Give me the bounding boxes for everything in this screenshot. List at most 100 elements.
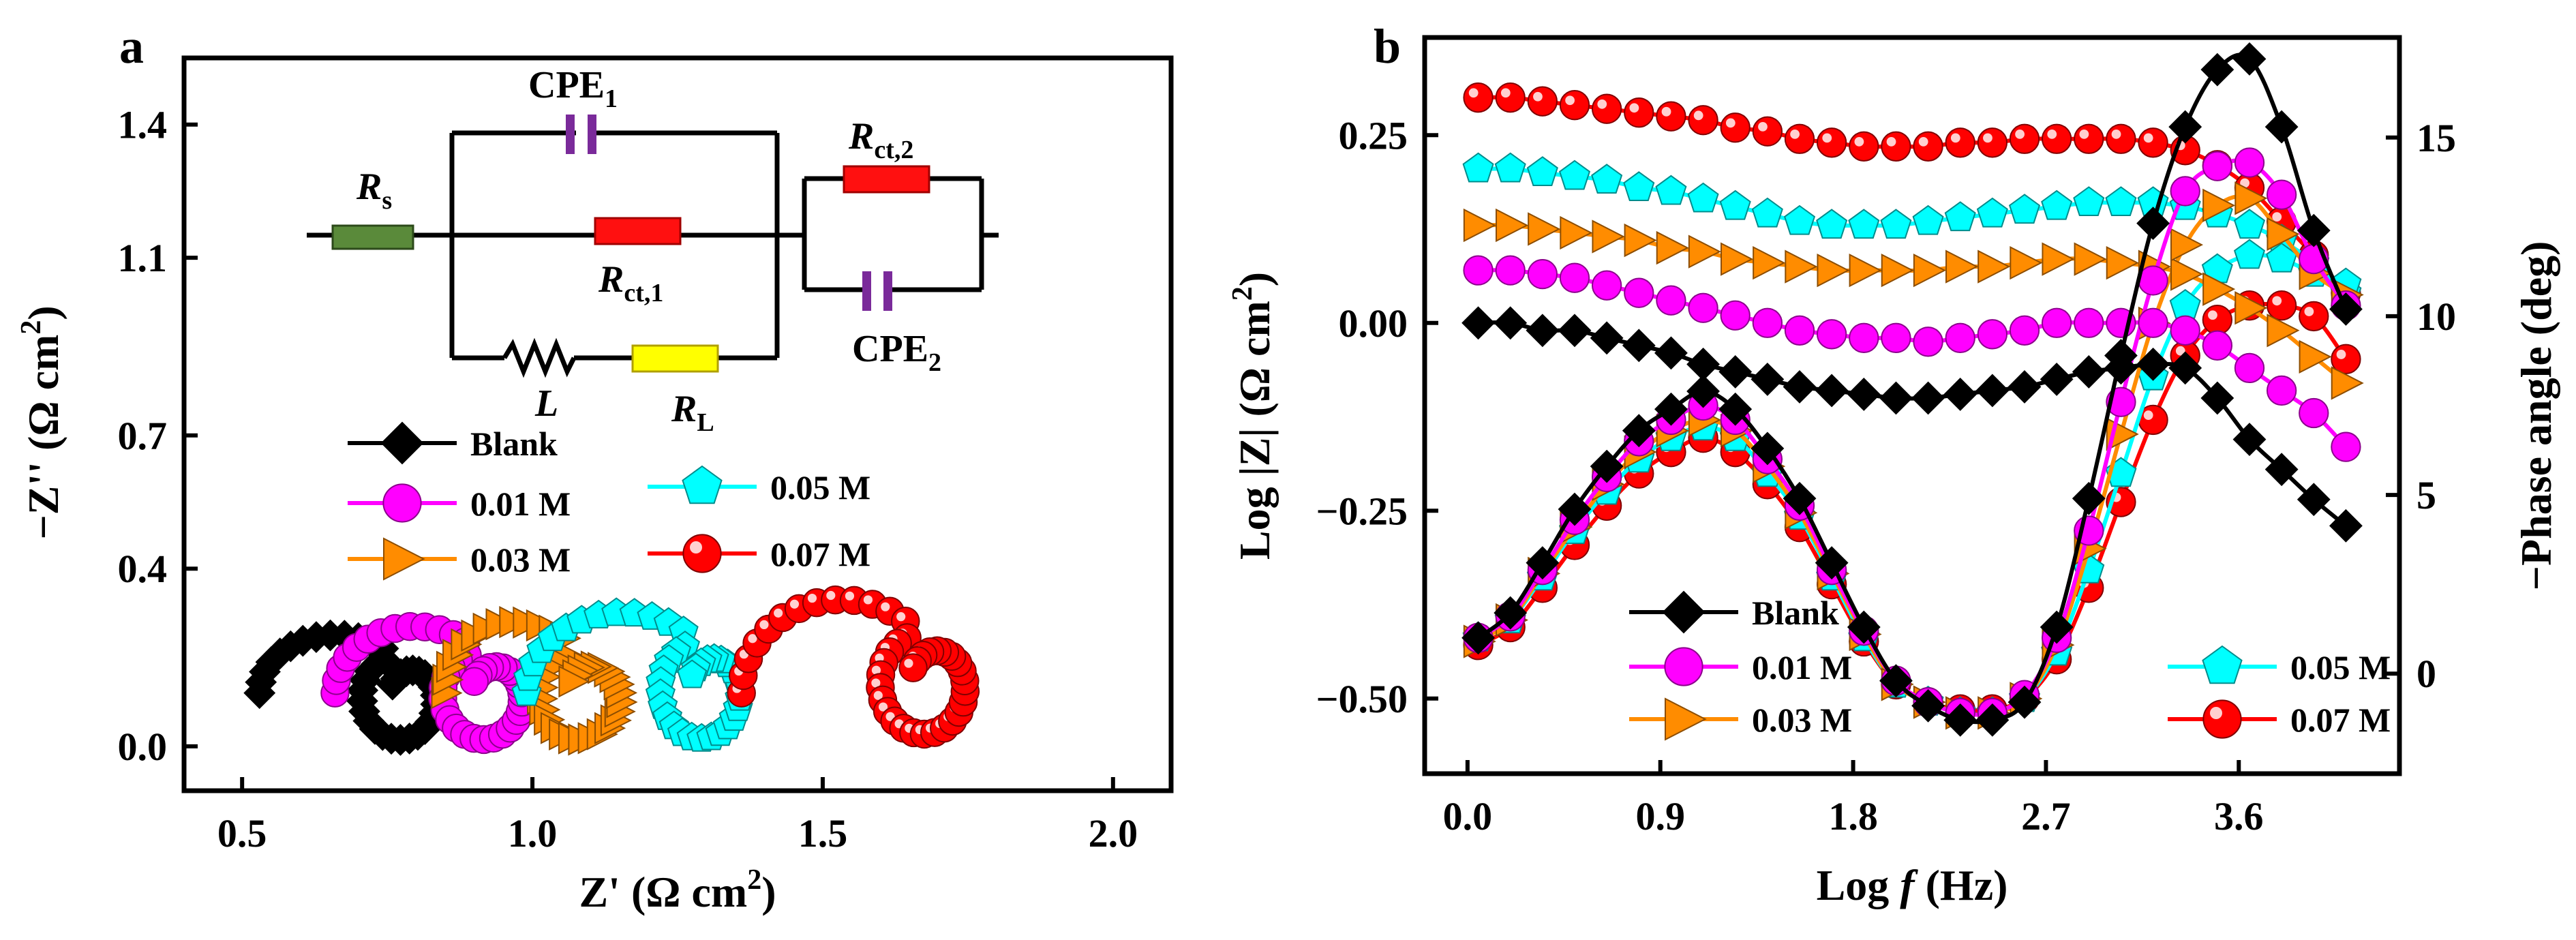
b-y-tick-label: −0.25 [1316, 489, 1408, 533]
logz-point-m003 [2234, 291, 2268, 325]
phase-point-blank [2264, 110, 2299, 144]
nyquist-point-m007-highlight [878, 702, 888, 712]
panel-a-y-ticks: 0.0 0.4 0.7 1.1 1.4 [118, 103, 198, 769]
nyquist-point-m007-highlight [873, 691, 883, 700]
phase-point-m007-highlight [2143, 410, 2153, 420]
logz-point-m001 [1559, 262, 1590, 293]
logz-point-m003 [2267, 314, 2300, 348]
rs-resistor-icon [331, 224, 414, 250]
legend-marker-m003 [383, 537, 425, 581]
logz-point-m001 [2074, 307, 2104, 338]
logz-point-m007 [1945, 127, 1975, 158]
logz-point-m007-highlight [1822, 133, 1832, 143]
legend-entry-blank: Blank [1629, 590, 1839, 634]
logz-point-m005 [1783, 204, 1816, 235]
phase-point-blank [2232, 42, 2267, 76]
b-x-tick-label: 2.7 [2021, 794, 2071, 838]
logz-point-m001 [1656, 285, 1686, 316]
b-y2-tick-label: 10 [2416, 294, 2456, 339]
logz-point-m005 [1880, 209, 1912, 239]
legend-entry-blank: Blank [348, 421, 558, 465]
panel-b-legend: Blank 0.01 M 0.03 M 0.05 M 0.07 M [1629, 590, 2391, 741]
logz-point-m007-highlight [1597, 99, 1607, 109]
phase-point-blank [1494, 596, 1528, 630]
legend-marker-m003 [1665, 697, 1707, 741]
a-y-tick-label: 0.0 [118, 725, 168, 769]
logz-point-m003 [1785, 249, 1818, 284]
logz-point-m007-highlight [1854, 136, 1864, 147]
logz-point-blank [1494, 306, 1528, 340]
nyquist-point-m007-highlight [896, 612, 906, 622]
logz-point-m003 [2331, 366, 2364, 400]
nyquist-point-m007-highlight [748, 634, 757, 643]
logz-point-m003 [2074, 242, 2107, 276]
logz-point-m001 [1495, 255, 1526, 286]
logz-point-m005 [2073, 186, 2105, 217]
logz-point-blank [2072, 354, 2106, 389]
a-x-tick-label: 1.0 [508, 811, 558, 855]
phase-point-blank [1847, 610, 1881, 644]
logz-point-blank [1461, 306, 1495, 340]
phase-point-blank [2200, 52, 2234, 87]
a-y-tick-label: 0.4 [118, 547, 168, 591]
b-y2-tick-label: 5 [2416, 473, 2436, 517]
logz-point-m005 [1719, 189, 1751, 220]
logz-point-blank [2200, 381, 2234, 415]
phase-point-m003 [2202, 188, 2236, 223]
legend-label-m007: 0.07 M [770, 535, 870, 573]
rct1-resistor-icon [594, 217, 682, 245]
logz-point-m003 [1721, 242, 1754, 276]
logz-point-m007-highlight [2272, 212, 2282, 222]
panel-a-frame [181, 55, 1174, 793]
phase-point-m007 [2266, 290, 2297, 321]
logz-point-m001 [2009, 315, 2040, 346]
phase-point-blank [1461, 621, 1495, 655]
logz-point-m003 [2170, 257, 2204, 291]
legend-marker-m001 [1664, 647, 1703, 686]
logz-point-m001 [1752, 307, 1783, 338]
logz-point-m007 [1881, 131, 1911, 162]
legend-label-m005: 0.05 M [2290, 648, 2391, 686]
rl-label: RL [671, 388, 714, 437]
logz-point-m007 [1752, 116, 1783, 147]
panel-a-nyquist: a 0.5 1.0 1.5 2.0 0.0 0.4 0.7 1.1 1.4 Z' (Ω cm2… [16, 19, 1174, 916]
legend-label-m003: 0.03 M [470, 541, 571, 579]
logz-point-blank [1815, 374, 1849, 408]
a-x-tick-label: 2.0 [1089, 811, 1138, 855]
logz-point-m007-highlight [1918, 136, 1928, 147]
logz-point-m007-highlight [1950, 133, 1960, 143]
rs-label: Rs [356, 166, 392, 215]
logz-point-m005 [1655, 175, 1687, 205]
logz-point-m007-highlight [2240, 178, 2250, 188]
logz-point-blank [1751, 363, 1785, 396]
phase-point-blank [1911, 688, 1945, 723]
panel-b-y-ticks: −0.50 −0.25 0.00 0.25 [1316, 113, 1438, 721]
b-y-tick-label: 0.25 [1339, 113, 1408, 157]
logz-point-blank [2040, 363, 2074, 396]
phase-point-blank [1622, 414, 1656, 448]
logz-point-m003 [2299, 339, 2332, 374]
logz-point-m005 [1623, 171, 1655, 202]
logz-point-m001 [1720, 300, 1751, 331]
b-y-tick-label: 0.00 [1339, 301, 1408, 346]
nyquist-point-m007-highlight [904, 658, 913, 668]
nyquist-series-m007 [727, 585, 980, 749]
logz-point-m007-highlight [1886, 136, 1896, 147]
legend-label-m001: 0.01 M [1752, 648, 1852, 686]
logz-point-m007 [1527, 86, 1558, 117]
logz-point-blank [2007, 370, 2042, 404]
logz-point-m007 [1656, 101, 1686, 132]
b-y2-tick-label: 0 [2416, 652, 2436, 696]
logz-point-m001 [2331, 431, 2361, 462]
logz-point-m005 [1944, 201, 1976, 232]
logz-point-m007 [1720, 112, 1751, 143]
logz-point-m001 [2266, 375, 2297, 406]
logz-point-m003 [1656, 230, 1689, 265]
panel-b-y2-label: −Phase angle (deg) [2512, 241, 2560, 591]
phase-point-blank [2168, 110, 2202, 144]
legend-marker-m007-highlight [2210, 707, 2222, 719]
nyquist-point-m007-highlight [759, 620, 769, 630]
phase-point-m007-highlight [2208, 310, 2217, 320]
legend-label-m003: 0.03 M [1752, 701, 1852, 739]
logz-point-m003 [1978, 249, 2011, 284]
